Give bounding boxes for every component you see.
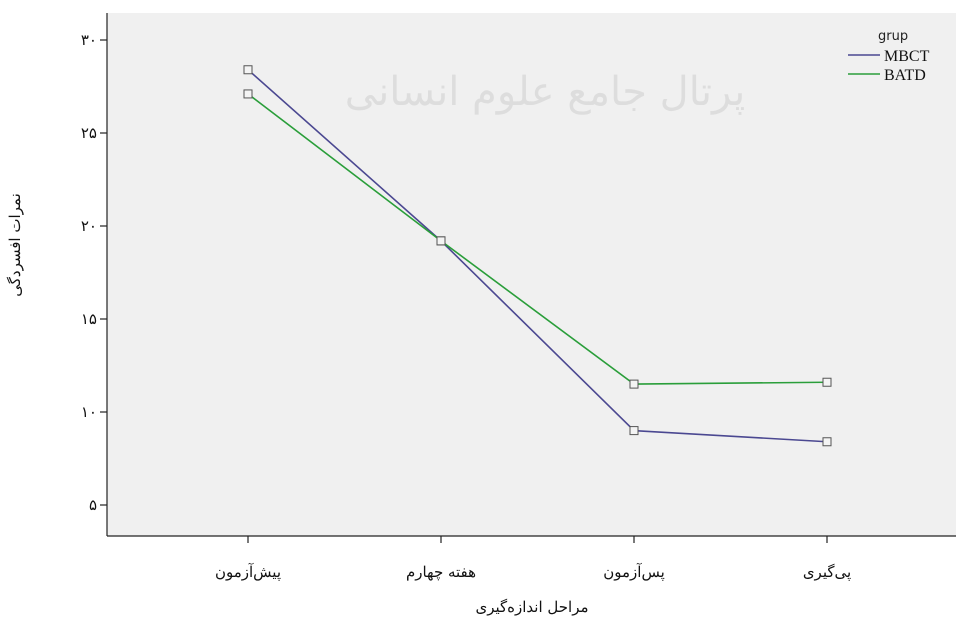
series-line-mbct [247,69,828,443]
data-point-batd [629,379,639,389]
watermark: پرتال جامع علوم انسانی [345,69,746,115]
x-tick-label: هفته چهارم [406,563,476,581]
y-ticks: ۵ ۱۰ ۱۵ ۲۰ ۲۵ ۳۰ [81,31,107,514]
data-point-batd [822,377,832,387]
legend-label-batd: BATD [884,67,926,84]
data-point-mbct [822,437,832,447]
x-axis-title: مراحل اندازه‌گیری [475,598,588,616]
y-tick-label: ۲۰ [81,217,97,235]
y-tick-label: ۱۵ [81,310,97,328]
legend-title: grup [878,29,908,44]
data-point-batd [243,89,253,99]
series-line-batd [247,93,828,385]
x-tick-label: پیش‌آزمون [215,563,281,581]
series-layer [243,65,832,447]
x-tick-label: پس‌آزمون [603,563,665,581]
y-axis-title: نمرات افسردگی [6,193,24,297]
data-point-batd [436,236,446,246]
x-tick-label: پی‌گیری [803,563,851,581]
y-tick-label: ۳۰ [81,31,97,49]
legend: grup MBCT BATD [848,29,930,84]
y-tick-label: ۲۵ [81,124,97,142]
data-point-mbct [243,65,253,75]
legend-label-mbct: MBCT [884,48,930,65]
plot-area [107,13,956,536]
x-ticks: پیش‌آزمون هفته چهارم پس‌آزمون پی‌گیری [215,536,851,581]
data-point-mbct [629,426,639,436]
y-tick-label: ۱۰ [81,403,97,421]
y-tick-label: ۵ [89,496,97,514]
